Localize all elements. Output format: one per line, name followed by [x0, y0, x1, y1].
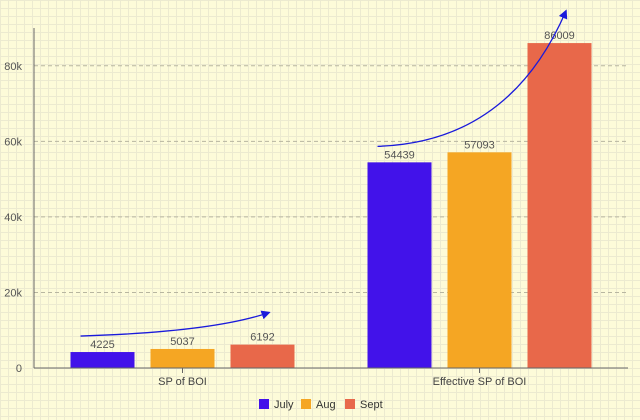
y-tick-label: 0 — [16, 363, 22, 375]
legend-swatch-july — [259, 399, 269, 409]
data-label: 54439 — [384, 149, 415, 161]
data-label: 4225 — [90, 339, 114, 351]
data-label: 86009 — [544, 30, 575, 42]
legend-swatch-sept — [345, 399, 355, 409]
y-axis: 0 20k 40k 60k 80k — [4, 28, 35, 375]
bar-sept-1 — [527, 43, 592, 368]
trend-arrow — [80, 310, 271, 337]
y-tick-label: 20k — [4, 287, 22, 299]
bar-sept-0 — [230, 344, 295, 368]
y-tick-label: 60k — [4, 136, 22, 148]
trend-arrow — [377, 9, 568, 147]
bar-aug-1 — [447, 152, 512, 368]
data-label: 5037 — [170, 336, 194, 348]
legend-swatch-aug — [301, 399, 311, 409]
data-label: 6192 — [250, 332, 274, 344]
bar-july-1 — [367, 162, 432, 368]
y-tick-label: 80k — [4, 61, 22, 73]
legend: July Aug Sept — [259, 399, 383, 411]
legend-label-aug: Aug — [316, 399, 336, 411]
bar-july-0 — [70, 352, 135, 368]
legend-label-sept: Sept — [360, 399, 383, 411]
legend-label-july: July — [274, 399, 294, 411]
x-axis: SP of BOI Effective SP of BOI — [34, 367, 628, 388]
grid-lines — [34, 65, 628, 293]
x-category-label: Effective SP of BOI — [433, 376, 527, 388]
bar-aug-0 — [150, 348, 215, 368]
data-label: 57093 — [464, 139, 495, 151]
bars — [70, 43, 592, 368]
x-category-label: SP of BOI — [158, 376, 207, 388]
trend-arrows — [80, 9, 568, 337]
data-labels: 4225 5037 6192 54439 57093 86009 — [90, 30, 575, 351]
y-tick-label: 40k — [4, 212, 22, 224]
